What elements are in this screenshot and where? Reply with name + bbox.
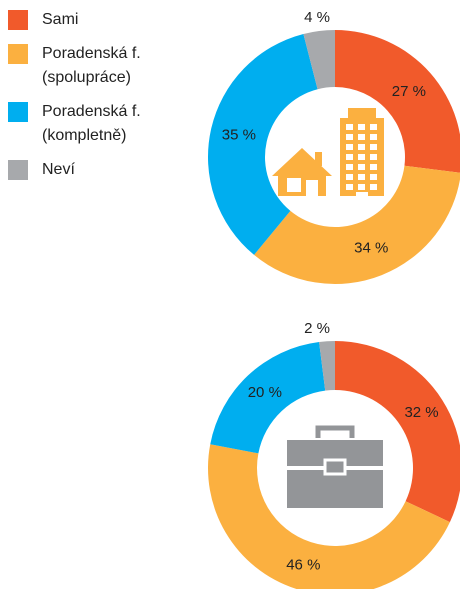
legend-label: Neví bbox=[42, 161, 75, 178]
window bbox=[358, 144, 365, 150]
legend-label: Sami bbox=[42, 11, 79, 28]
window bbox=[346, 164, 353, 170]
window bbox=[370, 124, 377, 130]
legend-item: Poradenská f. (kompletně) bbox=[8, 100, 152, 148]
data-label: 2 % bbox=[304, 320, 330, 337]
legend-swatch bbox=[8, 10, 28, 30]
legend-swatch bbox=[8, 102, 28, 122]
data-label: 34 % bbox=[354, 240, 388, 257]
donut-slice bbox=[335, 30, 460, 173]
donut-slice bbox=[254, 165, 460, 284]
donut-slice bbox=[335, 341, 460, 523]
briefcase-clasp bbox=[323, 458, 347, 476]
data-label: 4 % bbox=[304, 9, 330, 26]
legend-swatch bbox=[8, 44, 28, 64]
window bbox=[346, 184, 353, 190]
window bbox=[346, 154, 353, 160]
donut-slice bbox=[319, 341, 335, 391]
window bbox=[370, 184, 377, 190]
door bbox=[356, 192, 368, 196]
window bbox=[358, 154, 365, 160]
data-label: 20 % bbox=[248, 384, 282, 401]
legend-item: Sami bbox=[8, 8, 152, 32]
window bbox=[346, 134, 353, 140]
window bbox=[358, 174, 365, 180]
window bbox=[370, 174, 377, 180]
house-icon bbox=[272, 148, 332, 196]
legend-item: Neví bbox=[8, 158, 152, 182]
data-label: 46 % bbox=[286, 556, 320, 573]
window bbox=[370, 134, 377, 140]
window bbox=[358, 134, 365, 140]
window bbox=[370, 144, 377, 150]
legend-item: Poradenská f. (spolupráce) bbox=[8, 42, 152, 90]
donut-slice bbox=[207, 33, 318, 255]
data-label: 27 % bbox=[392, 83, 426, 100]
chimney bbox=[315, 152, 322, 166]
legend-label: Poradenská f. (kompletně) bbox=[42, 103, 141, 144]
legend: Sami Poradenská f. (spolupráce) Poradenská… bbox=[8, 8, 198, 192]
window bbox=[346, 144, 353, 150]
briefcase-body bbox=[287, 470, 383, 508]
data-label: 32 % bbox=[404, 404, 438, 421]
donut-slice bbox=[210, 342, 326, 454]
briefcase-handle bbox=[315, 425, 355, 438]
window bbox=[346, 174, 353, 180]
building-icon bbox=[340, 108, 384, 196]
window bbox=[370, 164, 377, 170]
legend-label: Poradenská f. (spolupráce) bbox=[42, 45, 141, 86]
data-label: 35 % bbox=[222, 126, 256, 143]
donut-slice bbox=[208, 444, 450, 589]
legend-swatch bbox=[8, 160, 28, 180]
window bbox=[358, 164, 365, 170]
window bbox=[370, 154, 377, 160]
window bbox=[346, 124, 353, 130]
donut-slice bbox=[303, 30, 335, 90]
window bbox=[358, 124, 365, 130]
window bbox=[358, 184, 365, 190]
